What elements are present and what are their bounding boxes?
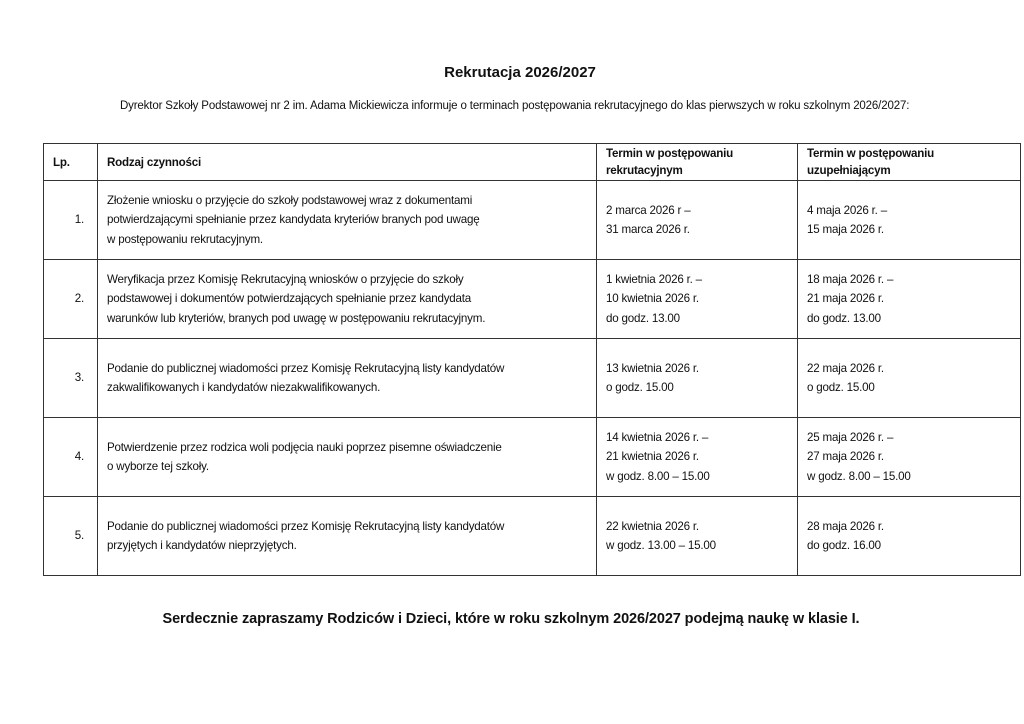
recruitment-term-cell: 1 kwietnia 2026 r. – 10 kwietnia 2026 r. d… xyxy=(596,259,798,339)
recruitment-term-cell-line: 22 kwietnia 2026 r. xyxy=(606,519,699,533)
recruitment-term-cell-line: 10 kwietnia 2026 r. xyxy=(606,292,699,306)
table-row: 1. Złożenie wniosku o przyjęcie do szkoły… xyxy=(43,180,1021,260)
activity-cell-line: podstawowej i dokumentów potwierdzającyc… xyxy=(107,292,472,306)
activity-cell: Potwierdzenie przez rodzica woli podjęci… xyxy=(97,417,597,497)
recruitment-term-cell-line: 14 kwietnia 2026 r. – xyxy=(606,430,709,444)
recruitment-term-cell: 13 kwietnia 2026 r. o godz. 15.00 xyxy=(596,338,798,418)
activity-cell-line: Podanie do publicznej wiadomości przez K… xyxy=(107,519,505,533)
recruitment-term-cell-line: 1 kwietnia 2026 r. – xyxy=(606,272,702,286)
recruitment-schedule-table: Lp. Rodzaj czynności Termin w postępowan… xyxy=(43,143,1021,576)
closing-invitation: Serdecznie zapraszamy Rodziców i Dzieci,… xyxy=(162,611,860,627)
supplementary-term-cell: 18 maja 2026 r. – 21 maja 2026 r. do godz.… xyxy=(797,259,1021,339)
supplementary-term-cell-line: 18 maja 2026 r. – xyxy=(807,272,894,286)
supplementary-term-cell-line: do godz. 16.00 xyxy=(807,539,881,552)
supplementary-term-cell-line: w godz. 8.00 – 15.00 xyxy=(807,469,911,483)
supplementary-term-cell-line: 21 maja 2026 r. xyxy=(807,292,884,306)
table-row: 4. Potwierdzenie przez rodzica woli podję… xyxy=(43,417,1021,497)
row-number: 5. xyxy=(43,496,98,576)
supplementary-term-cell-line: 4 maja 2026 r. – xyxy=(807,203,887,217)
recruitment-term-cell-line: w godz. 8.00 – 15.00 xyxy=(606,469,710,483)
page-title: Rekrutacja 2026/2027 xyxy=(444,64,596,81)
row-number: 2. xyxy=(43,259,98,339)
table-row: 5. Podanie do publicznej wiadomości przez… xyxy=(43,496,1021,576)
header-activity: Rodzaj czynności xyxy=(97,143,597,181)
supplementary-term-cell-line: 15 maja 2026 r. xyxy=(807,223,884,236)
intro-paragraph: Dyrektor Szkoły Podstawowej nr 2 im. Ada… xyxy=(120,100,910,112)
supplementary-term-cell-line: 27 maja 2026 r. xyxy=(807,450,884,464)
recruitment-term-cell-line: do godz. 13.00 xyxy=(606,311,680,325)
table-row: 3. Podanie do publicznej wiadomości przez… xyxy=(43,338,1021,418)
supplementary-term-cell: 22 maja 2026 r. o godz. 15.00 xyxy=(797,338,1021,418)
activity-cell: Podanie do publicznej wiadomości przez K… xyxy=(97,338,597,418)
table-row: 2. Weryfikacja przez Komisję Rekrutacyjną… xyxy=(43,259,1021,339)
activity-cell-line: Podanie do publicznej wiadomości przez K… xyxy=(107,361,505,375)
recruitment-term-cell-line: w godz. 13.00 – 15.00 xyxy=(606,539,716,552)
supplementary-term-cell: 4 maja 2026 r. – 15 maja 2026 r. xyxy=(797,180,1021,260)
header-recruitment: Termin w postępowaniu rekrutacyjnym xyxy=(596,143,798,181)
activity-cell-line: warunków lub kryteriów, branych pod uwag… xyxy=(107,311,486,325)
activity-cell-line: przyjętych i kandydatów nieprzyjętych. xyxy=(107,539,297,552)
header-lp: Lp. xyxy=(43,143,98,181)
supplementary-term-cell-line: do godz. 13.00 xyxy=(807,311,881,325)
activity-cell: Weryfikacja przez Komisję Rekrutacyjną w… xyxy=(97,259,597,339)
activity-cell-line: zakwalifikowanych i kandydatów niezakwal… xyxy=(107,381,381,394)
recruitment-term-cell-line: o godz. 15.00 xyxy=(606,381,674,394)
recruitment-term-cell-line: 13 kwietnia 2026 r. xyxy=(606,361,699,375)
header-supplementary: Termin w postępowaniu uzupełniającym xyxy=(797,143,1021,181)
row-number: 4. xyxy=(43,417,98,497)
recruitment-term-cell: 14 kwietnia 2026 r. – 21 kwietnia 2026 r.… xyxy=(596,417,798,497)
supplementary-term-cell: 28 maja 2026 r. do godz. 16.00 xyxy=(797,496,1021,576)
recruitment-term-cell-line: 21 kwietnia 2026 r. xyxy=(606,450,699,464)
supplementary-term-cell-line: 28 maja 2026 r. xyxy=(807,519,884,533)
recruitment-term-cell: 2 marca 2026 r – 31 marca 2026 r. xyxy=(596,180,798,260)
recruitment-term-cell-line: 31 marca 2026 r. xyxy=(606,223,690,236)
activity-cell: Podanie do publicznej wiadomości przez K… xyxy=(97,496,597,576)
activity-cell-line: Złożenie wniosku o przyjęcie do szkoły p… xyxy=(107,193,473,207)
supplementary-term-cell-line: 25 maja 2026 r. – xyxy=(807,430,894,444)
activity-cell-line: Weryfikacja przez Komisję Rekrutacyjną w… xyxy=(107,272,464,286)
recruitment-term-cell-line: 2 marca 2026 r – xyxy=(606,203,691,217)
row-number: 1. xyxy=(43,180,98,260)
activity-cell: Złożenie wniosku o przyjęcie do szkoły p… xyxy=(97,180,597,260)
activity-cell-line: potwierdzającymi spełnianie przez kandyd… xyxy=(107,213,480,227)
supplementary-term-cell: 25 maja 2026 r. – 27 maja 2026 r. w godz. … xyxy=(797,417,1021,497)
activity-cell-line: Potwierdzenie przez rodzica woli podjęci… xyxy=(107,440,502,454)
table-header-row: Lp. Rodzaj czynności Termin w postępowan… xyxy=(43,143,1021,181)
activity-cell-line: w postępowaniu rekrutacyjnym. xyxy=(107,232,263,246)
supplementary-term-cell-line: o godz. 15.00 xyxy=(807,381,875,394)
recruitment-term-cell: 22 kwietnia 2026 r. w godz. 13.00 – 15.00 xyxy=(596,496,798,576)
supplementary-term-cell-line: 22 maja 2026 r. xyxy=(807,361,884,375)
activity-cell-line: o wyborze tej szkoły. xyxy=(107,460,209,473)
row-number: 3. xyxy=(43,338,98,418)
